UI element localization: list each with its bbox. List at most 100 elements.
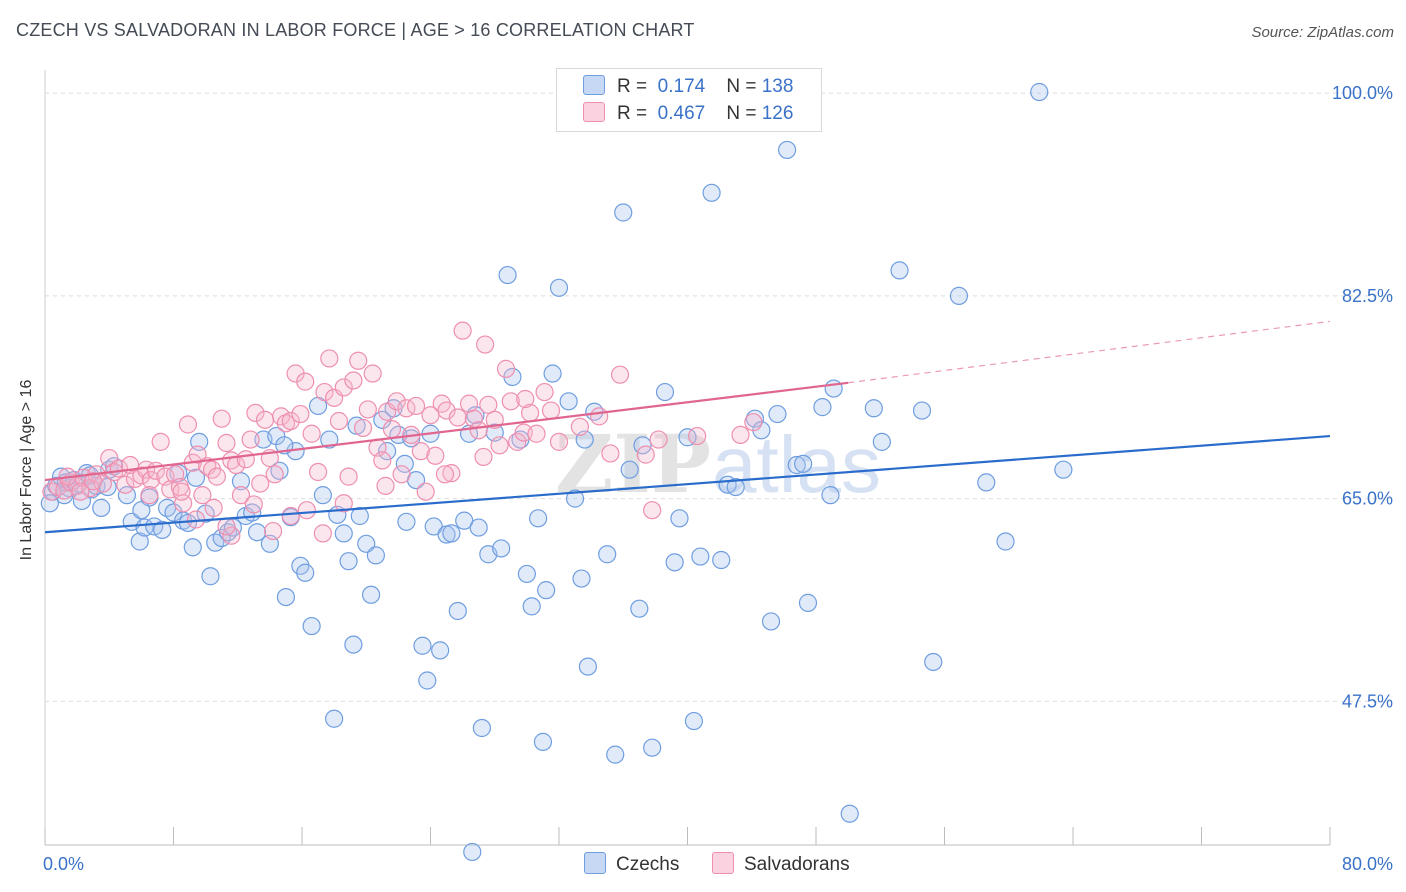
czechs-point <box>270 461 289 480</box>
salvadorans-point <box>308 462 328 482</box>
czechs-point <box>1054 460 1073 479</box>
czechs-point <box>620 460 639 479</box>
czechs-point <box>357 534 376 553</box>
salvadorans-point <box>207 467 226 486</box>
czechs-point <box>912 401 932 420</box>
legend-n-label: N = <box>726 103 757 124</box>
salvadorans-point <box>315 382 334 402</box>
czechs-point <box>40 494 59 513</box>
salvadorans-point <box>744 413 763 432</box>
czechs-point <box>572 569 591 588</box>
czechs-point <box>431 641 450 660</box>
salvadorans-point <box>601 444 620 463</box>
salvadorans-point <box>320 349 339 368</box>
salvadorans-point <box>358 400 377 419</box>
salvadorans-point <box>516 389 535 409</box>
salvadorans-point <box>244 495 263 514</box>
salvadorans-point <box>476 335 495 354</box>
salvadorans-point <box>496 359 516 378</box>
czechs-point <box>787 455 806 475</box>
czechs-point <box>996 532 1015 551</box>
salvadorans-point <box>222 526 241 545</box>
czechs-point <box>691 547 710 566</box>
salvadorans-point <box>426 446 445 465</box>
czechs-point <box>339 552 358 571</box>
czechs-point <box>768 404 787 424</box>
salvadorans-point <box>479 395 498 414</box>
salvadorans-point <box>373 451 392 470</box>
salvadorans-point <box>353 418 373 438</box>
salvadorans-point <box>349 351 368 370</box>
salvadorans-point <box>590 407 609 426</box>
czechs-point <box>598 545 617 564</box>
legend-item-czechs: Czechs <box>584 852 679 876</box>
salvadorans-point <box>281 506 300 526</box>
axes <box>44 70 1331 846</box>
czechs-point <box>565 489 585 508</box>
salvadorans-point <box>344 371 363 390</box>
czechs-point <box>533 732 553 751</box>
y-tick-label: 82.5% <box>1342 286 1393 306</box>
czechs-point <box>813 398 832 417</box>
salvadorans-point <box>570 417 589 436</box>
czechs-point <box>132 501 151 520</box>
salvadorans-point <box>188 445 207 464</box>
salvadorans-point <box>276 414 296 433</box>
salvadorans-point <box>411 442 430 461</box>
salvadorans-point <box>296 372 315 391</box>
tick-labels: 100.0% 82.5% 65.0% 47.5% 0.0% 80.0% <box>43 83 1393 874</box>
salvadorans-point <box>172 482 191 501</box>
legend-item-salvadorans: Salvadorans <box>712 852 850 876</box>
salvadorans-point <box>329 411 349 431</box>
salvadorans-point <box>204 498 223 517</box>
trend-lines <box>44 320 1331 534</box>
czechs-point <box>361 585 381 604</box>
czechs-point <box>549 278 569 297</box>
legend-label-czechs: Czechs <box>616 854 680 875</box>
czechs-point <box>424 517 443 536</box>
salvadorans-point <box>151 432 170 451</box>
legend-swatch-salvadorans <box>712 852 734 874</box>
legend-label-salvadorans: Salvadorans <box>744 854 850 875</box>
czechs-point <box>135 518 154 537</box>
salvadorans-point <box>731 425 750 445</box>
czechs-point <box>153 520 172 540</box>
salvadorans-point <box>297 501 316 520</box>
czechs-point <box>777 140 797 160</box>
salvadorans-point <box>241 430 260 449</box>
salvadorans-point <box>437 401 456 420</box>
czechs-point <box>798 593 818 612</box>
czechs-point <box>296 563 315 582</box>
czechs-point <box>313 486 332 505</box>
salvadorans-point <box>406 396 426 416</box>
watermark-zip: ZIP <box>555 417 711 511</box>
salvadorans-point <box>453 321 472 340</box>
czechs-point <box>455 511 474 530</box>
czechs-point <box>924 652 943 672</box>
salvadorans-point <box>116 475 135 494</box>
salvadorans-point <box>643 501 662 520</box>
czechs-point <box>395 454 414 473</box>
salvadorans-point <box>217 433 236 453</box>
legend-r-label: R = <box>617 103 648 124</box>
salvadorans-point <box>501 392 520 411</box>
czechs-point <box>890 261 909 280</box>
czechs-point <box>670 509 689 528</box>
salvadorans-point <box>132 466 151 485</box>
czechs-point <box>630 599 649 618</box>
legend-swatch-czechs <box>583 75 605 95</box>
chart-title: CZECH VS SALVADORAN IN LABOR FORCE | AGE… <box>16 20 695 40</box>
czechs-point <box>130 532 149 551</box>
salvadorans-point <box>435 465 455 484</box>
salvadorans-point <box>387 392 406 411</box>
czechs-point <box>302 616 321 636</box>
salvadorans-point <box>212 409 231 428</box>
salvadorans-point <box>236 450 255 469</box>
salvadorans-point <box>490 436 509 455</box>
salvadorans-point <box>251 474 270 493</box>
salvadorans-point <box>302 424 321 443</box>
legend-swatch-czechs <box>584 852 606 874</box>
czechs-point <box>1030 82 1049 102</box>
salvadorans-point <box>469 421 488 440</box>
czechs-point <box>448 601 467 621</box>
